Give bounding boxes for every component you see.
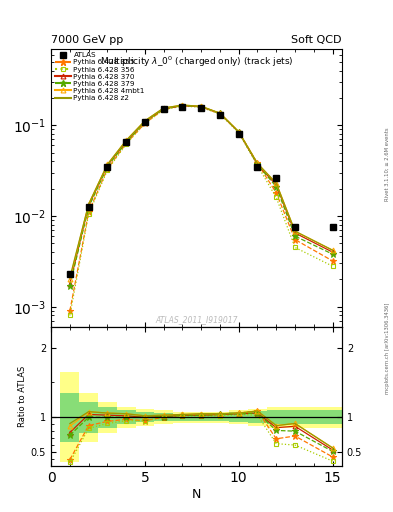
Text: ATLAS_2011_I919017: ATLAS_2011_I919017 <box>155 315 238 324</box>
Text: mcplots.cern.ch [arXiv:1306.3436]: mcplots.cern.ch [arXiv:1306.3436] <box>385 303 390 394</box>
Text: Multiplicity $\lambda\_0^0$ (charged only) (track jets): Multiplicity $\lambda\_0^0$ (charged onl… <box>100 54 293 69</box>
Text: Soft QCD: Soft QCD <box>292 35 342 45</box>
Y-axis label: Ratio to ATLAS: Ratio to ATLAS <box>18 366 27 427</box>
Text: 7000 GeV pp: 7000 GeV pp <box>51 35 123 45</box>
Legend: ATLAS, Pythia 6.428 355, Pythia 6.428 356, Pythia 6.428 370, Pythia 6.428 379, P: ATLAS, Pythia 6.428 355, Pythia 6.428 35… <box>53 51 146 102</box>
Text: Rivet 3.1.10; ≥ 2.6M events: Rivet 3.1.10; ≥ 2.6M events <box>385 127 390 201</box>
X-axis label: N: N <box>192 487 201 501</box>
